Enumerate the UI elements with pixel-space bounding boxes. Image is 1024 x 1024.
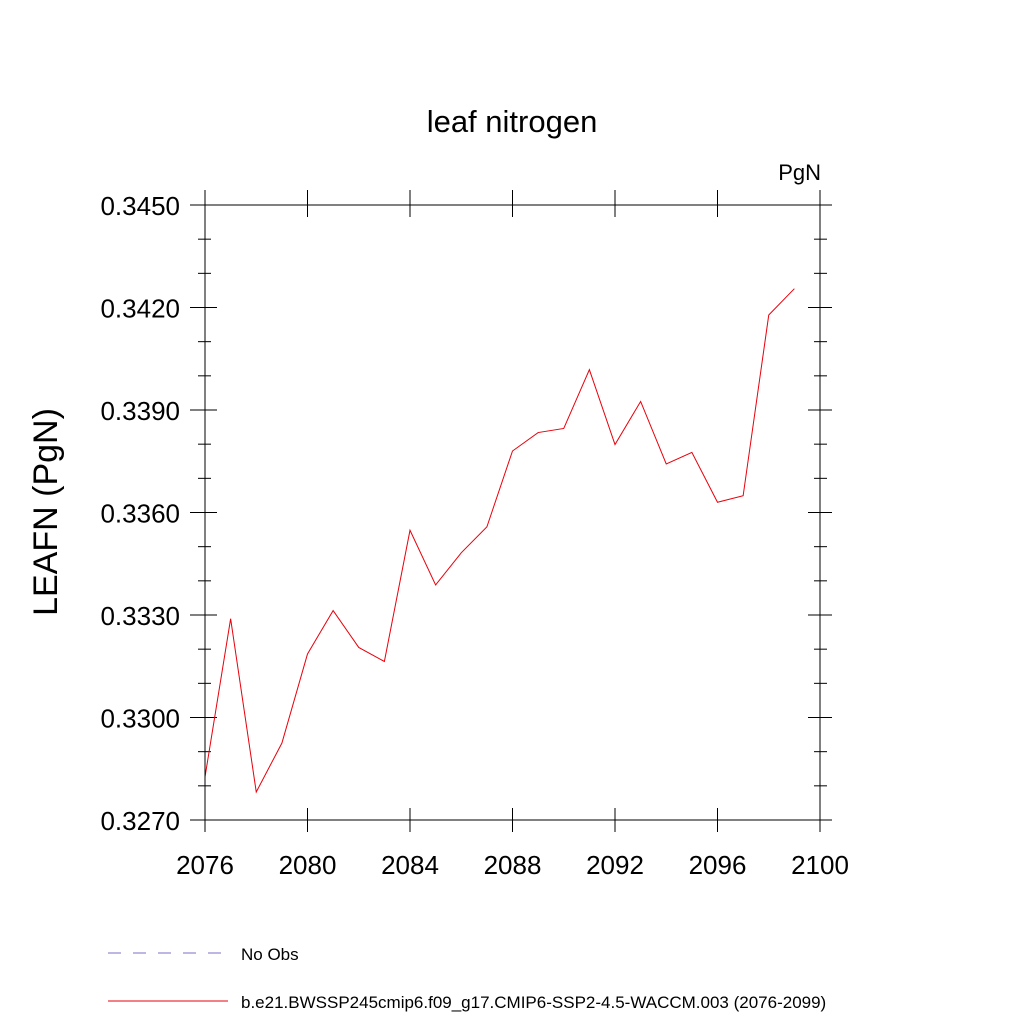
x-tick-label: 2096 <box>689 850 747 880</box>
chart-title: leaf nitrogen <box>427 104 598 139</box>
units-label: PgN <box>778 160 821 185</box>
legend-label: b.e21.BWSSP245cmip6.f09_g17.CMIP6-SSP2-4… <box>241 993 826 1012</box>
legend: No Obs b.e21.BWSSP245cmip6.f09_g17.CMIP6-… <box>108 945 826 1012</box>
y-tick-label: 0.3360 <box>100 499 180 529</box>
y-tick-label: 0.3270 <box>100 806 180 836</box>
series-line <box>204 288 795 794</box>
y-tick-label: 0.3420 <box>100 294 180 324</box>
plot-frame <box>204 204 821 821</box>
y-tick-label: 0.3450 <box>100 191 180 221</box>
y-tick-label: 0.3300 <box>100 704 180 734</box>
x-tick-label: 2088 <box>484 850 542 880</box>
x-tick-labels: 2076 2080 2084 2088 2092 2096 2100 <box>176 850 849 880</box>
x-tick-label: 2100 <box>791 850 849 880</box>
x-tick-label: 2092 <box>586 850 644 880</box>
axis-ticks <box>190 190 832 832</box>
y-tick-labels: 0.3270 0.3300 0.3330 0.3360 0.3390 0.3420 0.34… <box>100 191 180 836</box>
y-tick-label: 0.3390 <box>100 396 180 426</box>
x-tick-label: 2084 <box>381 850 439 880</box>
legend-label: No Obs <box>241 945 299 964</box>
y-tick-label: 0.3330 <box>100 601 180 631</box>
x-tick-label: 2076 <box>176 850 234 880</box>
x-tick-label: 2080 <box>279 850 337 880</box>
y-axis-title: LEAFN (PgN) <box>27 408 65 616</box>
series-lines <box>204 288 795 794</box>
